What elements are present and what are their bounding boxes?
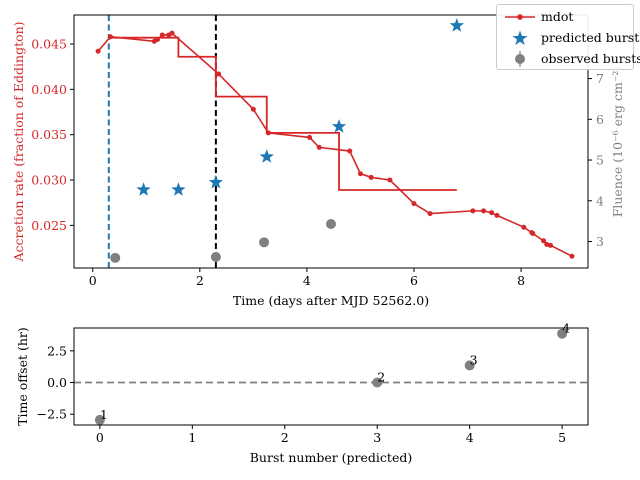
predicted-burst-star: [171, 182, 186, 196]
legend-item-predicted: predicted bursts: [497, 28, 640, 48]
legend-label-observed: observed bursts: [541, 51, 640, 66]
mdot-point: [265, 130, 271, 136]
mdot-point: [530, 231, 536, 237]
legend: mdot predicted bursts observed bursts: [496, 4, 640, 70]
legend-item-mdot: mdot: [497, 7, 635, 27]
offset-point: [557, 328, 568, 339]
x-tick-label: 1: [188, 430, 196, 445]
y-axis-label: Accretion rate (fraction of Eddington): [11, 21, 26, 262]
mdot-point: [216, 71, 222, 77]
mdot-point: [541, 238, 547, 244]
mdot-point: [316, 144, 322, 150]
y-tick-label: 0.0: [47, 375, 67, 390]
y-tick-label: 2.5: [47, 343, 67, 358]
observed-burst-point: [210, 252, 221, 262]
x-axis-label: Burst number (predicted): [250, 450, 412, 465]
offset-point: [372, 377, 383, 388]
x-tick-label: 2: [196, 273, 204, 288]
mdot-point: [548, 242, 554, 248]
right-y-tick-label: 7: [596, 71, 604, 86]
mdot-point: [569, 253, 575, 259]
x-tick-label: 6: [410, 273, 418, 288]
observed-burst-point: [326, 219, 336, 229]
y-tick-label: 0.035: [31, 127, 67, 142]
x-tick-label: 8: [517, 273, 525, 288]
line-marker-icon: [505, 14, 535, 20]
legend-label-predicted: predicted bursts: [541, 30, 640, 45]
x-tick-label: 0: [89, 273, 97, 288]
mdot-point: [347, 148, 353, 154]
mdot-point: [155, 36, 161, 42]
top-plot-frame: [73, 14, 589, 269]
y-axis-label: Time offset (hr): [15, 327, 30, 426]
offset-point-label: 3: [470, 352, 478, 367]
mdot-point: [544, 241, 550, 247]
offset-point: [94, 414, 105, 425]
mdot-point: [481, 208, 487, 214]
observed-burst-point: [259, 237, 270, 248]
y-tick-label: −2.5: [37, 407, 67, 422]
mdot-point: [250, 106, 256, 112]
right-y-axis-label: Fluence (10⁻⁶ erg cm⁻²): [610, 66, 625, 218]
x-axis-label: Time (days after MJD 52562.0): [233, 293, 429, 308]
predicted-burst-star: [136, 182, 151, 196]
mdot-point: [489, 210, 495, 216]
observed-burst-point: [110, 252, 121, 263]
predicted-burst-star: [449, 18, 464, 32]
bottom-plot-frame: [73, 327, 589, 426]
mdot-point: [427, 211, 433, 217]
y-tick-label: 0.030: [31, 173, 67, 188]
predicted-burst-star: [208, 174, 223, 189]
x-tick-label: 3: [373, 430, 381, 445]
mdot-point: [368, 174, 374, 180]
mdot-point: [411, 201, 417, 207]
x-tick-label: 5: [558, 430, 566, 445]
mdot-point: [470, 208, 476, 214]
top-panel: 0 2 4 6 8 0.025 0.030 0.035 0.040 0.045 3 4 5 6 7 Time …: [11, 14, 625, 308]
x-tick-label: 2: [281, 430, 289, 445]
mdot-step-line: [108, 36, 457, 191]
legend-item-observed: observed bursts: [497, 49, 640, 69]
right-y-tick-label: 4: [596, 193, 604, 208]
y-tick-label: 0.025: [31, 218, 67, 233]
right-y-tick-label: 6: [596, 112, 604, 127]
offset-point-label: 2: [377, 370, 385, 385]
y-tick-label: 0.040: [31, 82, 67, 97]
x-tick-label: 4: [303, 273, 311, 288]
mdot-point: [169, 30, 175, 36]
x-tick-label: 4: [466, 430, 474, 445]
offset-point-label: 1: [100, 407, 108, 422]
mdot-point: [357, 171, 363, 177]
legend-label-mdot: mdot: [541, 9, 574, 24]
right-y-tick-label: 3: [596, 234, 604, 249]
star-icon: [512, 30, 528, 45]
x-tick-label: 0: [96, 430, 104, 445]
right-y-tick-label: 5: [596, 153, 604, 168]
predicted-burst-star: [259, 149, 274, 163]
mdot-point: [387, 177, 393, 183]
mdot-point: [307, 134, 313, 140]
y-tick-label: 0.045: [31, 37, 67, 52]
predicted-burst-star: [331, 119, 347, 133]
mdot-point: [494, 212, 500, 218]
mdot-point: [95, 48, 101, 54]
mdot-point: [159, 32, 165, 38]
mdot-point: [107, 34, 113, 40]
offset-point: [464, 360, 475, 371]
circle-errorbar-icon: [515, 51, 525, 67]
mdot-point: [521, 224, 527, 230]
